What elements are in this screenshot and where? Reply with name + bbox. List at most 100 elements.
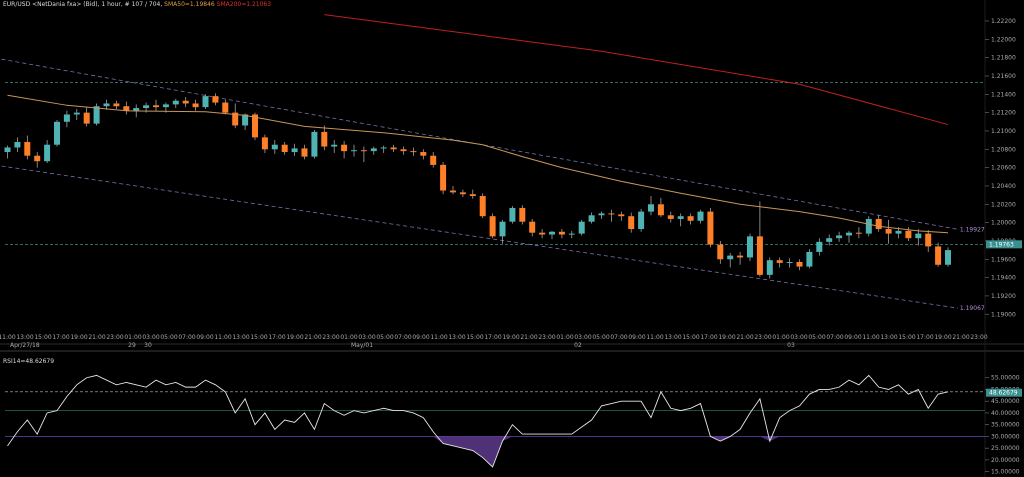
channel-upper-line [0,58,958,230]
candle-body [558,231,565,235]
candle-body [697,211,704,221]
candle-body [578,221,585,234]
sma50-label: SMA50=1.19846 [164,1,215,8]
price-tick-label: 1.19200 [991,293,1016,300]
rsi-tick-label: 20.00000 [991,457,1020,464]
price-tick-label: 1.19600 [991,256,1016,263]
candle-body [83,112,90,124]
candle-body [935,246,942,265]
rsi-last-label: 48.62679 [989,390,1018,397]
time-tick-label: 09:00 [196,334,213,341]
rsi-line [7,374,949,468]
candle-body [766,260,773,275]
candle-body [4,147,11,153]
time-tick-label: 13:00 [232,334,249,341]
candle-body [727,255,734,260]
candle-body [499,221,506,237]
candle-body [370,148,377,152]
price-tick-label: 1.19400 [991,275,1016,282]
time-tick-label: 21:00 [736,334,753,341]
candle-body [321,131,328,147]
price-tick-label: 1.22200 [991,18,1016,25]
date-label: Apr/27/18 [10,342,40,349]
candle-body [549,231,555,235]
candle-body [54,121,60,145]
time-tick-label: 17:00 [268,334,285,341]
price-tick-label: 1.20400 [991,183,1016,190]
candle-body [331,144,338,147]
candle-body [489,216,496,237]
candle-body [747,236,753,258]
rsi-last-tag [986,388,1022,397]
last-price-tag [986,240,1022,249]
candle-body [252,114,258,138]
candle-body [459,192,466,195]
price-tick-label: 1.21000 [991,128,1016,135]
candle-body [786,262,793,264]
time-tick-label: 17:00 [916,334,933,341]
sma50-line [7,94,949,234]
chart-header: EUR/USD <NetDania fxa> (Bid), 1 hour, # … [3,1,271,8]
price-tick-label: 1.20600 [991,165,1016,172]
candle-body [162,104,169,108]
time-tick-label: 19:00 [286,334,303,341]
date-label: 02 [574,342,582,349]
rsi-tick-label: 45.00000 [991,398,1020,405]
time-tick-label: 03:00 [142,334,159,341]
candle-body [63,114,70,122]
time-tick-label: 19:00 [718,334,735,341]
rsi-tick-label: 30.00000 [991,433,1020,440]
time-tick-label: 13:00 [16,334,33,341]
candle-body [301,148,308,157]
time-tick-label: 01:00 [124,334,141,341]
candle-body [796,262,803,267]
time-tick-label: 01:00 [340,334,357,341]
time-tick-label: 07:00 [178,334,195,341]
candle-body [440,164,447,191]
time-tick-label: 11:00 [862,334,879,341]
candle-body [222,102,229,113]
time-tick-label: 13:00 [880,334,897,341]
time-tick-label: 23:00 [106,334,123,341]
channel-upper-annotation: 1.19927 [960,226,985,233]
candle-body [588,215,595,222]
candle-body [826,238,833,242]
time-tick-label: 23:00 [538,334,555,341]
candle-body [202,96,209,108]
time-tick-label: 05:00 [592,334,609,341]
candle-body [311,131,318,157]
time-tick-label: 13:00 [448,334,465,341]
time-tick-label: 15:00 [682,334,699,341]
rsi-oversold-fill [433,436,513,467]
date-label: 03 [787,342,795,349]
candle-body [153,105,159,108]
time-tick-label: 11:00 [430,334,447,341]
candle-body [737,255,744,258]
candle-body [707,211,714,245]
candle-body [915,233,922,239]
sma200-label: SMA200=1.21063 [216,1,272,8]
candle-body [232,112,239,126]
date-label: 30 [144,342,152,349]
time-tick-label: 09:00 [412,334,429,341]
candle-body [73,112,80,115]
time-tick-label: 21:00 [520,334,537,341]
time-tick-label: 21:00 [88,334,105,341]
time-tick-label: 15:00 [466,334,483,341]
candle-body [351,150,357,152]
candle-body [568,233,575,235]
candle-body [450,190,456,193]
channel-lower-annotation: 1.19067 [960,305,985,312]
sma200-line [324,14,949,126]
candle-body [469,194,476,197]
candle-body [390,147,397,150]
candle-body [608,213,615,215]
time-tick-label: 17:00 [700,334,717,341]
time-tick-label: 19:00 [70,334,87,341]
candle-body [420,152,427,156]
candle-body [816,241,823,252]
rsi-tick-label: 15.00000 [991,469,1020,476]
time-tick-label: 21:00 [952,334,969,341]
candle-body [133,108,140,111]
